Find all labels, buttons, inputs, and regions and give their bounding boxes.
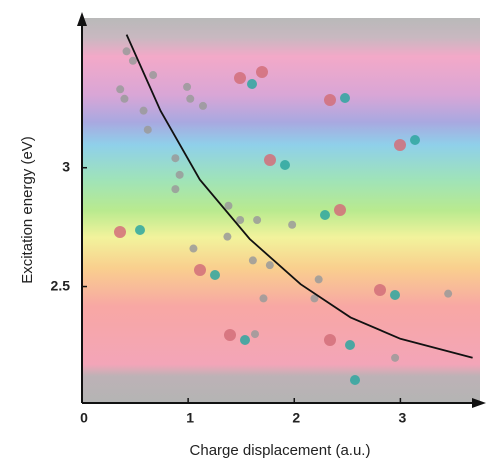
data-point (128, 56, 137, 65)
data-point (250, 330, 259, 339)
data-point (224, 201, 233, 210)
y-axis-title: Excitation energy (eV) (19, 136, 36, 284)
data-point (248, 256, 257, 265)
x-axis-title: Charge displacement (a.u.) (190, 442, 371, 459)
data-point (175, 170, 184, 179)
data-point (314, 275, 323, 284)
data-point (265, 261, 274, 270)
data-point (186, 94, 195, 103)
data-point (139, 106, 148, 115)
data-point (171, 154, 180, 163)
data-point (116, 85, 125, 94)
plot-background (82, 18, 480, 403)
data-point (120, 94, 129, 103)
x-tick-label: 2 (292, 410, 300, 426)
x-tick-label: 0 (80, 410, 88, 426)
molecule-decorations (114, 66, 420, 385)
data-point (122, 47, 131, 56)
data-point (198, 101, 207, 110)
data-point (189, 244, 198, 253)
data-point (253, 216, 262, 225)
data-point (391, 353, 400, 362)
x-tick-label: 1 (186, 410, 194, 426)
data-point (236, 216, 245, 225)
data-point (223, 232, 232, 241)
data-point (259, 294, 268, 303)
data-point (444, 289, 453, 298)
fit-curve (125, 34, 473, 359)
y-axis-arrow (77, 12, 87, 26)
y-tick-label: 3 (62, 158, 70, 174)
data-point (310, 294, 319, 303)
data-point (183, 82, 192, 91)
data-point (143, 125, 152, 134)
x-axis-arrow (472, 398, 486, 408)
data-point (149, 71, 158, 80)
x-tick-label: 3 (399, 410, 407, 426)
data-point (171, 185, 180, 194)
data-point (288, 220, 297, 229)
y-tick-label: 2.5 (51, 277, 71, 293)
